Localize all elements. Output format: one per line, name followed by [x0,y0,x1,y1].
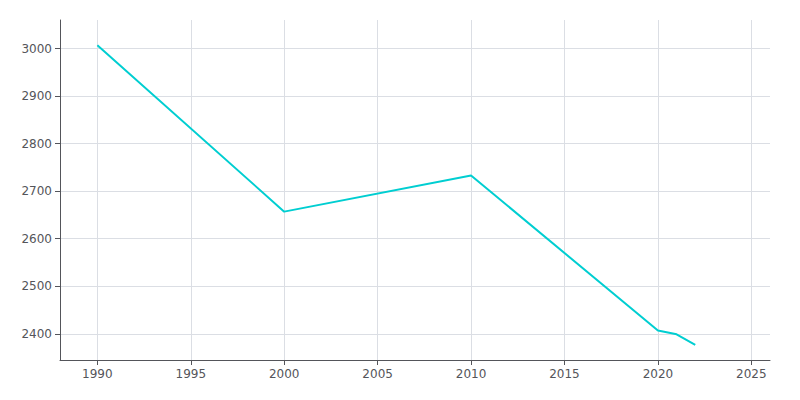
svg-text:2015: 2015 [549,367,580,381]
svg-text:2700: 2700 [21,184,52,198]
svg-text:3000: 3000 [21,42,52,56]
svg-text:2400: 2400 [21,327,52,341]
svg-text:2500: 2500 [21,279,52,293]
svg-text:2000: 2000 [269,367,300,381]
svg-text:2010: 2010 [456,367,487,381]
svg-text:1990: 1990 [82,367,113,381]
svg-text:2900: 2900 [21,89,52,103]
svg-text:2025: 2025 [736,367,767,381]
svg-text:2005: 2005 [362,367,393,381]
svg-text:2600: 2600 [21,232,52,246]
svg-text:2020: 2020 [643,367,674,381]
svg-text:2800: 2800 [21,137,52,151]
svg-text:1995: 1995 [176,367,207,381]
